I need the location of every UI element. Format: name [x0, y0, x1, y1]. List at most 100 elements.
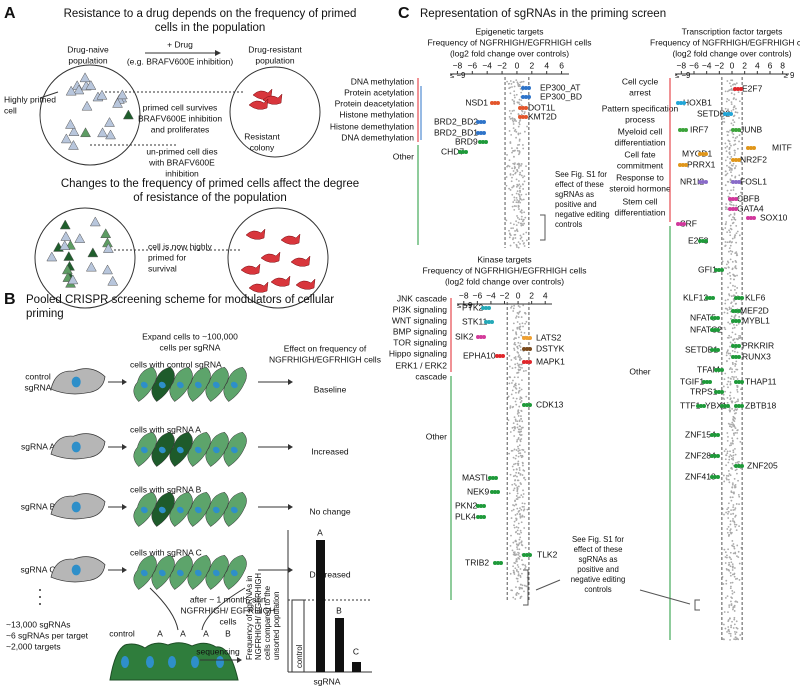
- label: primed for: [148, 252, 186, 262]
- background-guide: [517, 341, 520, 344]
- background-guide: [735, 324, 738, 327]
- background-guide: [738, 562, 741, 565]
- background-guide: [740, 388, 742, 391]
- background-guide: [516, 228, 518, 231]
- background-guide: [526, 125, 528, 128]
- nucleus: [140, 381, 148, 389]
- background-guide: [508, 492, 511, 495]
- background-guide: [513, 435, 516, 437]
- background-guide: [727, 321, 730, 324]
- population-circle: [39, 64, 141, 166]
- panel-label: C: [398, 5, 410, 22]
- background-guide: [728, 533, 731, 536]
- nucleus: [158, 506, 166, 514]
- background-guide: [508, 130, 511, 132]
- background-guide: [518, 83, 521, 86]
- background-guide: [729, 213, 732, 216]
- nucleus: [216, 656, 224, 668]
- background-guide: [516, 580, 519, 583]
- background-guide: [520, 215, 523, 218]
- label: negative editing: [571, 575, 626, 584]
- background-guide: [513, 109, 515, 112]
- highlight-dot: [524, 95, 528, 99]
- background-guide: [730, 218, 733, 221]
- highlight-dot: [737, 309, 741, 313]
- label: SETDB1: [685, 344, 718, 354]
- nucleus: [194, 381, 202, 389]
- background-guide: [521, 367, 523, 369]
- background-guide: [724, 596, 727, 599]
- x-tick-label: −6: [689, 60, 699, 70]
- background-guide: [509, 376, 512, 379]
- label: cells with sgRNA A: [130, 424, 201, 434]
- background-guide: [518, 123, 521, 126]
- background-guide: [726, 528, 729, 530]
- background-guide: [726, 383, 729, 386]
- background-guide: [726, 90, 729, 93]
- cell-icon: [102, 243, 114, 253]
- background-guide: [726, 164, 728, 167]
- label: TTF1: [680, 400, 701, 410]
- highlight-dot: [731, 158, 735, 162]
- label: sgRNAs as: [555, 190, 594, 199]
- background-guide: [511, 549, 514, 552]
- highlight-dot: [736, 87, 740, 91]
- background-guide: [510, 534, 512, 537]
- background-guide: [515, 185, 518, 188]
- label: E2F7: [742, 83, 763, 93]
- highlight-dot: [713, 454, 717, 458]
- background-guide: [517, 355, 520, 358]
- background-guide: [723, 117, 725, 120]
- background-guide: [523, 112, 526, 115]
- background-guide: [516, 420, 519, 423]
- background-guide: [521, 496, 524, 498]
- cell: [187, 431, 211, 467]
- highlight-dot: [482, 515, 486, 519]
- nucleus: [176, 506, 184, 514]
- background-guide: [515, 205, 517, 208]
- background-guide: [734, 432, 737, 434]
- highlight-dot: [710, 348, 714, 352]
- background-guide: [520, 99, 523, 102]
- background-guide: [509, 117, 512, 120]
- background-guide: [515, 315, 518, 318]
- label: effect of these: [574, 545, 623, 554]
- background-guide: [517, 450, 520, 453]
- background-guide: [511, 98, 514, 101]
- background-guide: [518, 205, 520, 208]
- background-guide: [729, 632, 732, 635]
- background-guide: [520, 388, 523, 391]
- cell: [151, 431, 175, 467]
- highlight-dot: [498, 354, 502, 358]
- background-guide: [518, 428, 521, 431]
- label: NR1I2: [680, 176, 704, 186]
- background-guide: [735, 107, 737, 110]
- cell-icon: [87, 247, 99, 258]
- background-guide: [732, 504, 735, 506]
- arrow-head: [288, 379, 293, 385]
- background-guide: [514, 337, 516, 339]
- background-guide: [728, 229, 730, 232]
- background-guide: [725, 582, 728, 585]
- background-guide: [518, 98, 521, 101]
- cell: [205, 554, 229, 590]
- highlight-dot: [710, 328, 714, 332]
- highlight-dot: [731, 207, 735, 211]
- background-guide: [737, 493, 740, 496]
- highlight-dot: [528, 553, 532, 557]
- cell-icon: [80, 127, 91, 138]
- background-guide: [738, 140, 740, 143]
- arrow-head: [122, 444, 127, 450]
- background-guide: [519, 583, 522, 586]
- label: ≤ −9: [675, 71, 690, 80]
- x-tick-label: −6: [473, 290, 483, 300]
- background-guide: [517, 566, 520, 568]
- background-guide: [511, 147, 513, 149]
- background-guide: [724, 227, 727, 229]
- background-guide: [523, 211, 526, 214]
- highlight-dot: [734, 158, 738, 162]
- background-guide: [516, 346, 519, 349]
- highlight-dot: [720, 404, 724, 408]
- background-guide: [726, 401, 729, 404]
- background-guide: [520, 456, 523, 459]
